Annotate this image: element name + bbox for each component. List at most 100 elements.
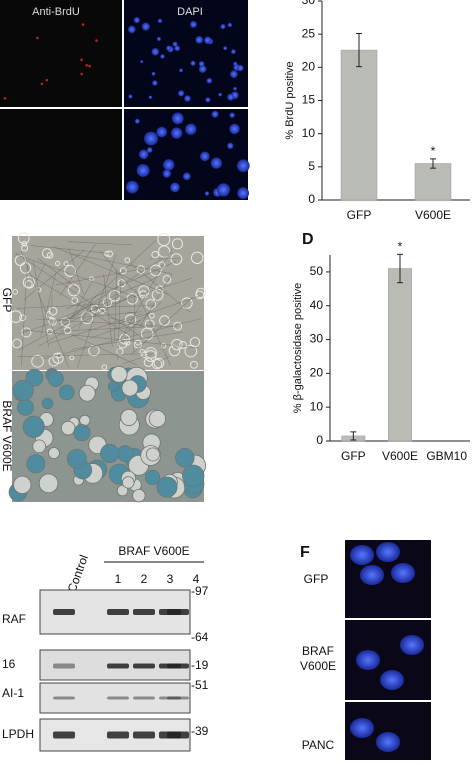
red-dot: [41, 83, 44, 86]
nucleus: [233, 87, 237, 91]
nucleus: [190, 21, 197, 28]
nucleus: [163, 159, 174, 170]
y-tick-label: 25: [302, 26, 316, 40]
panel-label: PANC: [302, 738, 335, 752]
nucleus: [174, 45, 180, 51]
panel-label: GFP: [0, 288, 14, 313]
nucleus: [142, 23, 150, 31]
y-tick-label: 30: [310, 332, 324, 346]
cell: [122, 380, 138, 396]
red-dot: [46, 79, 49, 82]
nucleus: [166, 46, 171, 51]
nucleus: [183, 173, 191, 181]
band: [53, 697, 75, 700]
cell: [17, 399, 33, 415]
cell: [59, 385, 74, 400]
x-tick-label: GFP: [341, 449, 366, 463]
nucleus: [147, 147, 153, 153]
panel-label: BRAF V600E: [0, 400, 14, 471]
cell: [149, 411, 165, 427]
nucleus: [152, 80, 157, 85]
nucleus: [126, 181, 139, 194]
band: [133, 609, 155, 615]
nucleus: [237, 187, 249, 199]
nucleus: [163, 170, 171, 178]
y-tick-label: 10: [310, 399, 324, 413]
cell: [61, 421, 75, 435]
lane-label: Control: [65, 553, 91, 594]
nucleus: [128, 95, 132, 99]
nucleus: [223, 46, 227, 50]
red-dot: [88, 65, 91, 68]
nucleus: [231, 49, 236, 54]
panel-label: Anti-BrdU: [32, 6, 80, 18]
nucleus: [179, 69, 183, 73]
y-tick-label: 0: [308, 192, 315, 206]
nucleus: [205, 97, 210, 102]
nucleus: [185, 124, 196, 135]
cell: [48, 371, 63, 386]
row-label: 16: [2, 657, 16, 671]
cell: [146, 448, 159, 461]
nucleus: [190, 61, 195, 66]
nucleus: [200, 152, 210, 162]
red-dot: [95, 39, 98, 42]
cell: [121, 409, 137, 425]
nucleus: [350, 718, 374, 738]
y-axis-label: % β-galactosidase positive: [292, 283, 304, 413]
y-axis-label: % BrdU positive: [284, 61, 296, 139]
nucleus: [178, 90, 184, 96]
nucleus: [160, 54, 164, 58]
cell: [175, 448, 194, 467]
nucleus: [128, 26, 136, 34]
nucleus: [227, 143, 233, 149]
cell: [39, 474, 58, 493]
nucleus: [211, 157, 222, 168]
band: [167, 697, 189, 700]
x-tick-label: V600E: [415, 208, 451, 222]
bar: [415, 164, 451, 200]
nucleus: [230, 112, 235, 117]
bar: [388, 269, 411, 441]
row-label: RAF: [2, 612, 26, 626]
nucleus: [221, 24, 226, 29]
row-label: LPDH: [2, 727, 34, 741]
cell: [67, 449, 86, 468]
panel-label: GFP: [304, 572, 329, 586]
nucleus: [380, 670, 404, 690]
lane-number: 1: [115, 572, 122, 586]
nucleus: [230, 70, 238, 78]
cell: [27, 455, 45, 473]
nucleus: [400, 635, 424, 655]
nucleus: [218, 93, 222, 97]
y-tick-label: 20: [302, 60, 316, 74]
panel-label: BRAF: [302, 644, 334, 658]
cell: [74, 425, 90, 441]
nucleus: [227, 94, 234, 101]
cell: [111, 366, 127, 382]
nucleus: [205, 191, 209, 195]
red-dot: [80, 58, 83, 61]
band: [133, 732, 155, 739]
band: [107, 664, 129, 669]
nucleus: [144, 132, 158, 146]
x-tick-label: V600E: [382, 449, 418, 463]
nucleus: [140, 60, 143, 63]
mw-marker: -51: [191, 678, 209, 692]
panel-letter: F: [300, 544, 310, 561]
mw-marker: -97: [191, 584, 209, 598]
cell: [80, 415, 90, 425]
nucleus: [350, 545, 374, 565]
lane-number: 3: [167, 572, 174, 586]
nucleus: [204, 37, 211, 44]
band: [53, 609, 75, 615]
nucleus: [217, 183, 230, 196]
nucleus: [376, 542, 400, 562]
y-tick-label: 5: [308, 159, 315, 173]
nucleus: [184, 95, 190, 101]
nucleus: [212, 111, 219, 118]
cell: [157, 477, 177, 497]
red-dot: [80, 73, 83, 76]
band: [133, 697, 155, 700]
